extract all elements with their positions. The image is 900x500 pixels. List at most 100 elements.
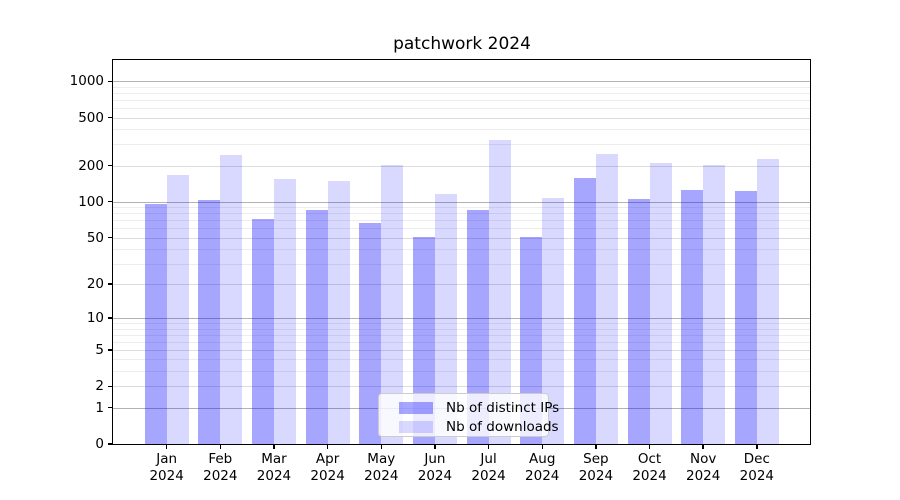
bar-nb-of-downloads <box>542 197 565 444</box>
bar-nb-of-downloads <box>649 162 672 444</box>
x-tick-label: Mar 2024 <box>256 451 292 484</box>
y-tick <box>107 443 112 445</box>
gridline <box>113 117 811 119</box>
gridline <box>113 323 811 325</box>
bar-nb-of-distinct-ips <box>198 200 221 444</box>
gridline <box>113 81 811 83</box>
gridline <box>113 220 811 222</box>
gridline <box>113 207 811 209</box>
y-tick <box>107 406 112 409</box>
y-tick-label: 1 <box>95 399 104 416</box>
y-tick-label: 500 <box>78 109 104 126</box>
gridline <box>113 386 811 388</box>
y-tick <box>107 116 112 119</box>
y-tick <box>107 385 112 387</box>
gridline <box>113 144 811 146</box>
plot-area <box>113 60 811 444</box>
x-tick-label: Nov 2024 <box>686 451 721 484</box>
legend-label: Nb of distinct IPs <box>446 399 560 416</box>
bar-nb-of-distinct-ips <box>734 191 757 444</box>
x-tick-label: Dec 2024 <box>739 451 775 484</box>
x-tick-label: Sep 2024 <box>578 451 614 484</box>
gridline <box>113 237 811 239</box>
bar-nb-of-distinct-ips <box>305 209 328 444</box>
gridline <box>113 349 811 351</box>
x-tick <box>648 444 651 449</box>
bar-nb-of-distinct-ips <box>144 203 167 444</box>
gridline <box>113 108 811 110</box>
gridline <box>113 99 811 101</box>
bar-nb-of-downloads <box>703 164 726 444</box>
x-tick-label: Jul 2024 <box>471 451 506 484</box>
bar-nb-of-distinct-ips <box>627 199 650 444</box>
gridline <box>113 228 811 230</box>
bar-nb-of-downloads <box>381 165 404 444</box>
x-tick-label: May 2024 <box>364 451 399 484</box>
x-tick <box>434 444 436 449</box>
bar-nb-of-distinct-ips <box>359 223 382 444</box>
bar-nb-of-downloads <box>327 180 350 444</box>
gridline <box>113 201 811 203</box>
y-tick-label: 5 <box>95 341 104 358</box>
y-tick-label: 2 <box>95 378 104 395</box>
legend-swatch-nb-of-distinct-ips <box>399 401 433 414</box>
x-tick <box>326 444 329 449</box>
bar-nb-of-distinct-ips <box>520 236 543 444</box>
bar-nb-of-downloads <box>220 155 243 444</box>
x-tick-label: Feb 2024 <box>203 451 238 484</box>
gridline <box>113 249 811 251</box>
legend-item: Nb of downloads <box>399 418 559 436</box>
legend: Nb of distinct IPs Nb of downloads <box>378 392 559 437</box>
y-tick-label: 10 <box>86 310 104 327</box>
x-tick <box>541 444 543 449</box>
y-tick-label: 20 <box>86 276 104 293</box>
gridline <box>113 263 811 265</box>
y-tick-label: 0 <box>95 436 104 452</box>
gridline <box>113 284 811 286</box>
bar-nb-of-distinct-ips <box>251 218 274 444</box>
bar-nb-of-downloads <box>488 140 511 444</box>
bar-nb-of-distinct-ips <box>412 236 435 444</box>
x-tick-label: Jun 2024 <box>417 451 453 484</box>
y-tick <box>107 200 112 203</box>
y-tick-label: 200 <box>78 157 104 174</box>
x-tick <box>380 444 382 449</box>
x-tick-label: Aug 2024 <box>525 451 560 484</box>
bar-nb-of-downloads <box>434 193 457 444</box>
gridline <box>113 86 811 88</box>
x-tick <box>756 444 758 449</box>
gridline <box>113 334 811 336</box>
gridline <box>113 165 811 167</box>
bar-nb-of-downloads <box>166 174 189 444</box>
y-tick-label: 100 <box>78 193 104 210</box>
y-tick-label: 50 <box>86 229 104 246</box>
x-tick-label: Jan 2024 <box>149 451 184 484</box>
y-tick <box>107 317 112 319</box>
bar-nb-of-distinct-ips <box>573 178 596 444</box>
gridline <box>113 129 811 131</box>
x-tick-label: Apr 2024 <box>310 451 345 484</box>
y-tick-label: 1000 <box>69 73 104 90</box>
y-tick <box>107 349 112 351</box>
chart-title: patchwork 2024 <box>393 34 531 54</box>
legend-label: Nb of downloads <box>446 418 559 435</box>
gridline <box>113 371 811 373</box>
x-tick <box>702 444 704 449</box>
gridline <box>113 341 811 343</box>
y-tick <box>107 80 112 82</box>
x-tick <box>595 444 597 449</box>
y-tick <box>107 283 112 285</box>
x-tick <box>219 444 221 449</box>
bar-nb-of-distinct-ips <box>466 209 489 444</box>
gridline <box>113 359 811 361</box>
legend-item: Nb of distinct IPs <box>399 399 559 417</box>
x-tick <box>487 444 490 449</box>
gridline <box>113 92 811 94</box>
y-tick <box>107 164 112 167</box>
bar-nb-of-downloads <box>756 159 779 444</box>
bar-nb-of-downloads <box>595 153 618 444</box>
gridline <box>113 318 811 320</box>
bar-nb-of-distinct-ips <box>681 190 704 444</box>
x-tick <box>273 444 275 449</box>
